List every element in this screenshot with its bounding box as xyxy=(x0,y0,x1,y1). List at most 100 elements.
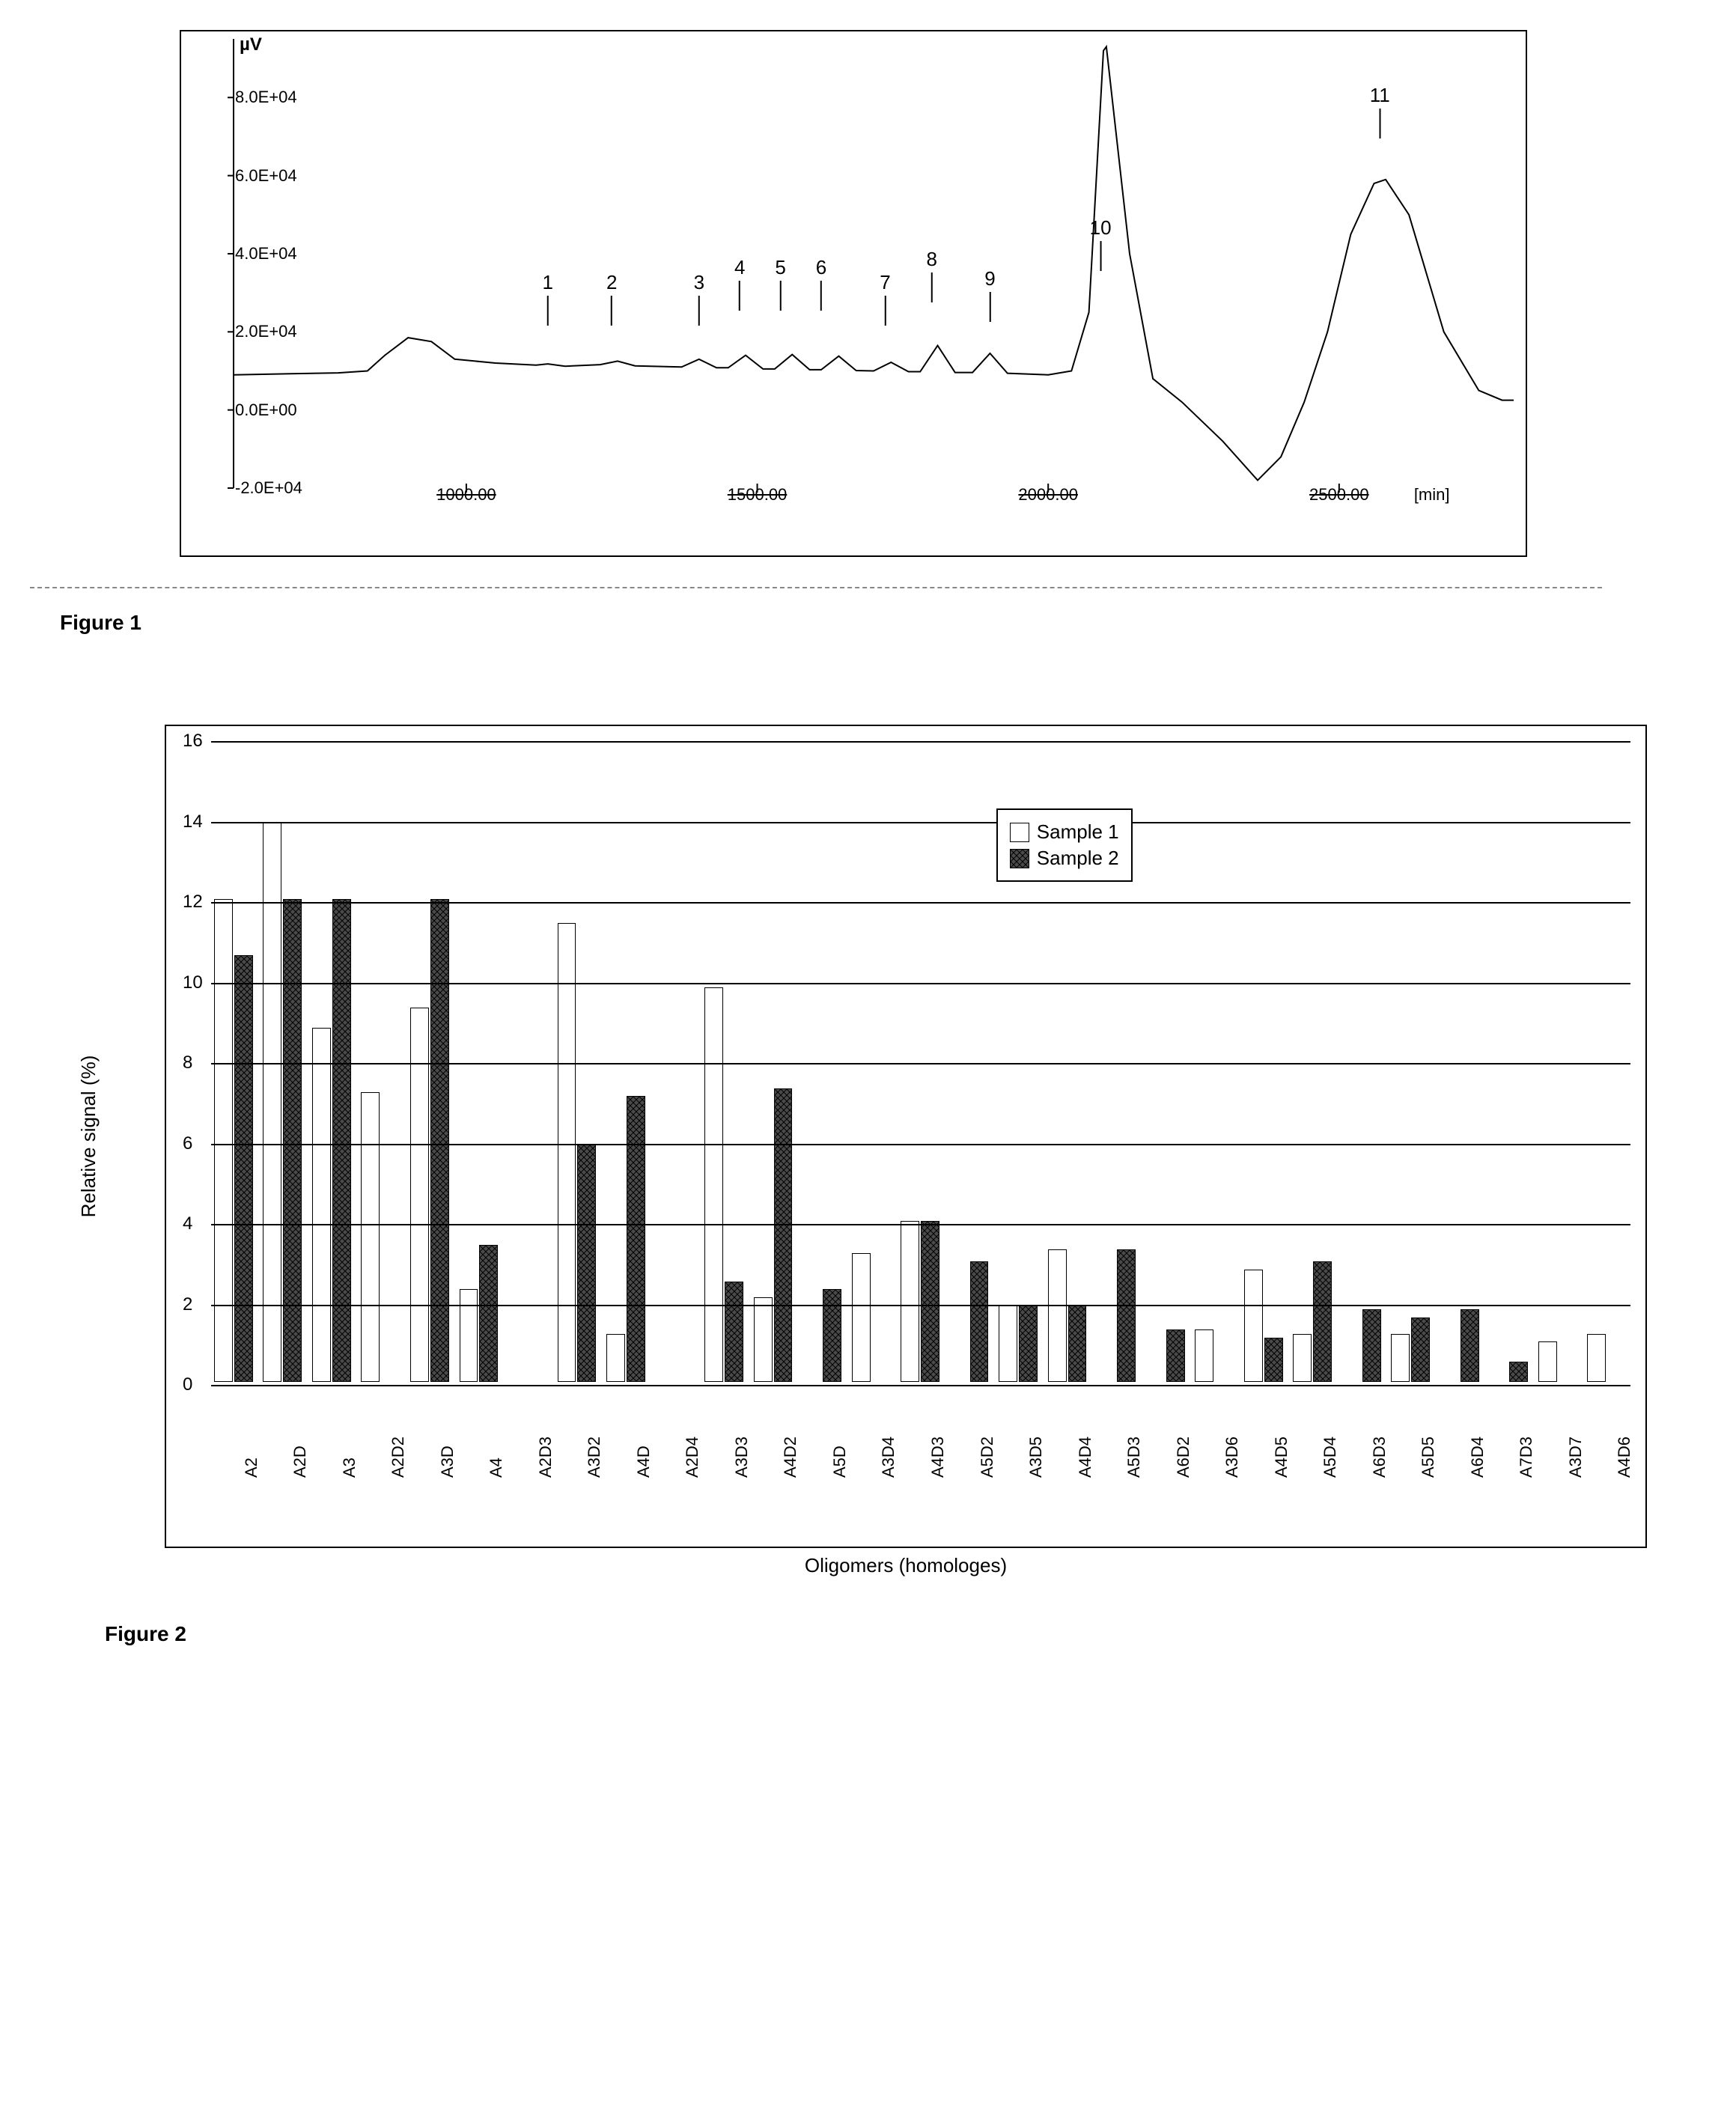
figure-2-bar xyxy=(263,823,281,1382)
figure-1-peak-label: 6 xyxy=(816,256,826,311)
figure-2-bar xyxy=(234,955,253,1382)
figure-1-ytick: 2.0E+04 xyxy=(235,322,297,341)
figure-2-bar xyxy=(1411,1318,1430,1382)
figure-2-gridline xyxy=(211,902,1630,904)
figure-1-peak-label: 5 xyxy=(775,256,785,311)
figure-2-legend-item: Sample 2 xyxy=(1010,847,1119,870)
figure-2-category-label: A4D5 xyxy=(1272,1437,1291,1478)
figure-2-category-label: A6D2 xyxy=(1174,1437,1193,1478)
figure-2-category-label: A3D5 xyxy=(1026,1437,1046,1478)
figure-2-bar xyxy=(312,1028,331,1382)
figure-2-category-label: A4D4 xyxy=(1076,1437,1095,1478)
figure-2-legend-swatch xyxy=(1010,823,1029,842)
figure-2-bars-layer xyxy=(211,741,1630,1382)
figure-2-bar xyxy=(1048,1249,1067,1382)
figure-2-category-label: A6D4 xyxy=(1468,1437,1487,1478)
figure-2-category-label: A3D3 xyxy=(732,1437,752,1478)
figure-1-block: µV -2.0E+04 0.0E+00 2.0E+04 4.0E+04 6.0E+04 8… xyxy=(30,30,1706,635)
figure-1-peak-label: 9 xyxy=(984,267,995,322)
figure-2-ytick: 10 xyxy=(183,972,203,993)
figure-1-peak-label: 11 xyxy=(1370,84,1390,138)
figure-2-category-label: A7D3 xyxy=(1517,1437,1536,1478)
figure-1-plot-area: µV -2.0E+04 0.0E+00 2.0E+04 4.0E+04 6.0E+04 8… xyxy=(181,31,1526,555)
figure-2-bar xyxy=(577,1145,596,1382)
figure-2-gridline xyxy=(211,741,1630,743)
figure-1-peak-label: 8 xyxy=(926,248,936,302)
figure-2-ytick: 2 xyxy=(183,1294,192,1315)
figure-1-xtick: 2500.00 xyxy=(1309,485,1369,505)
figure-1-peak-label: 7 xyxy=(880,271,890,326)
figure-2-category-label: A3 xyxy=(340,1457,359,1478)
figure-2-chartbox: Sample 1Sample 2 0246810121416A2A2DA3A2D… xyxy=(165,725,1647,1548)
figure-2-category-label: A5D xyxy=(830,1446,850,1478)
figure-2-ytick: 6 xyxy=(183,1133,192,1154)
figure-2-category-label: A2D4 xyxy=(683,1437,702,1478)
figure-2-bar xyxy=(1391,1334,1410,1383)
figure-2-category-label: A5D4 xyxy=(1321,1437,1340,1478)
figure-2-category-label: A6D3 xyxy=(1370,1437,1389,1478)
figure-2-bar xyxy=(460,1289,478,1382)
figure-2-category-label: A3D7 xyxy=(1566,1437,1586,1478)
figure-2-bar xyxy=(970,1261,989,1382)
figure-1-peak-label: 3 xyxy=(694,271,704,326)
figure-2-bar xyxy=(1117,1249,1136,1382)
figure-2-bar xyxy=(1362,1309,1381,1382)
figure-1-xtick: 1500.00 xyxy=(728,485,788,505)
figure-2-category-label: A3D6 xyxy=(1222,1437,1242,1478)
figure-1-divider xyxy=(30,587,1602,588)
figure-2-bar xyxy=(1509,1362,1528,1382)
figure-1-ytick: 0.0E+00 xyxy=(235,400,297,420)
figure-2-bar xyxy=(921,1221,939,1382)
figure-2-x-label: Oligomers (homologes) xyxy=(165,1554,1647,1577)
figure-2-bar xyxy=(361,1092,380,1382)
figure-2-gridline xyxy=(211,1224,1630,1225)
page: µV -2.0E+04 0.0E+00 2.0E+04 4.0E+04 6.0E+04 8… xyxy=(30,30,1706,1646)
figure-2-y-label: Relative signal (%) xyxy=(77,1056,100,1218)
figure-2-ytick: 0 xyxy=(183,1374,192,1395)
figure-2-bar xyxy=(999,1306,1017,1382)
figure-2-bar xyxy=(823,1289,841,1382)
figure-2-category-label: A3D xyxy=(438,1446,457,1478)
figure-2-gridline xyxy=(211,1385,1630,1386)
figure-2-bar xyxy=(430,899,449,1382)
figure-1-ytick: 4.0E+04 xyxy=(235,244,297,264)
figure-1-peak-label: 2 xyxy=(606,271,617,326)
figure-2-category-label: A2 xyxy=(242,1457,261,1478)
figure-1-peak-label: 4 xyxy=(734,256,745,311)
figure-2-category-label: A4D xyxy=(634,1446,654,1478)
figure-2-category-label: A4 xyxy=(487,1457,506,1478)
figure-2-bar xyxy=(283,899,302,1382)
figure-1-ytick: 8.0E+04 xyxy=(235,88,297,107)
figure-2-bar xyxy=(1019,1306,1038,1382)
figure-2-bar xyxy=(1068,1306,1087,1382)
figure-2-bar xyxy=(725,1282,743,1382)
figure-1-ytick: -2.0E+04 xyxy=(235,478,302,498)
figure-2-bar xyxy=(704,987,723,1382)
figure-2-gridline xyxy=(211,983,1630,984)
figure-2-bar xyxy=(1313,1261,1332,1382)
figure-2-bar xyxy=(901,1221,919,1382)
figure-2-bar xyxy=(627,1096,645,1382)
figure-2-bar xyxy=(558,923,576,1382)
figure-2-category-label: A4D6 xyxy=(1615,1437,1634,1478)
figure-1-ytick: 6.0E+04 xyxy=(235,166,297,186)
figure-2-bar xyxy=(754,1297,773,1382)
figure-2-ytick: 16 xyxy=(183,731,203,752)
figure-2-legend: Sample 1Sample 2 xyxy=(996,808,1133,882)
figure-1-y-unit: µV xyxy=(240,34,262,55)
figure-1-peak-label: 10 xyxy=(1090,216,1112,271)
figure-1-xtick: 1000.00 xyxy=(436,485,496,505)
figure-1-chart: µV -2.0E+04 0.0E+00 2.0E+04 4.0E+04 6.0E+04 8… xyxy=(180,30,1527,557)
figure-1-x-unit: [min] xyxy=(1414,485,1450,505)
figure-2-category-label: A5D5 xyxy=(1419,1437,1438,1478)
figure-2-bar xyxy=(1244,1270,1263,1383)
figure-2-ytick: 8 xyxy=(183,1053,192,1073)
figure-1-peak-label: 1 xyxy=(542,271,552,326)
figure-2-bar xyxy=(852,1253,871,1382)
figure-2-gridline xyxy=(211,1144,1630,1145)
figure-2-chart: Relative signal (%) Sample 1Sample 2 024… xyxy=(75,725,1647,1577)
figure-2-category-label: A2D2 xyxy=(389,1437,408,1478)
figure-2-bar xyxy=(1166,1329,1185,1382)
figure-2-category-label: A4D2 xyxy=(781,1437,800,1478)
figure-2-ytick: 12 xyxy=(183,892,203,913)
